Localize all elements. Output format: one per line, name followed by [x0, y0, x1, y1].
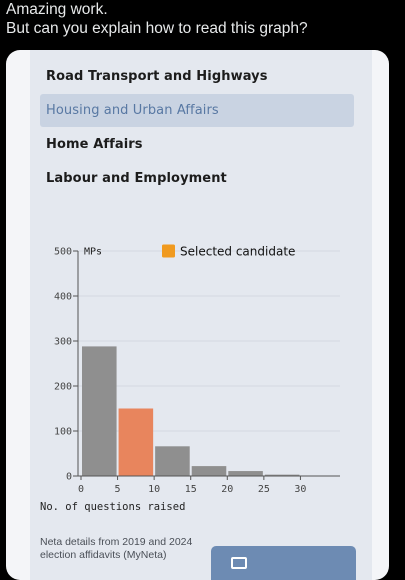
- footer-button[interactable]: [211, 546, 356, 580]
- x-tick-label: 0: [78, 484, 84, 495]
- x-tick-label: 5: [115, 484, 121, 495]
- tweet-text: Amazing work. But can you explain how to…: [6, 0, 308, 38]
- y-tick-label: 400: [54, 292, 72, 303]
- x-tick-label: 15: [185, 484, 197, 495]
- y-tick-label: 0: [66, 472, 72, 483]
- tweet-line-1: Amazing work.: [6, 0, 308, 19]
- y-tick-label: 500: [54, 247, 72, 258]
- y-tick-label: 100: [54, 427, 72, 438]
- footer-note-line-2: election affidavits (MyNeta): [40, 549, 192, 562]
- embedded-screenshot-card[interactable]: Road Transport and Highways Housing and …: [6, 50, 389, 580]
- menu-item-home-affairs[interactable]: Home Affairs: [40, 128, 354, 161]
- y-tick-label: 300: [54, 337, 72, 348]
- y-tick-label: 200: [54, 382, 72, 393]
- histogram-bar: [192, 466, 227, 476]
- card-icon: [231, 557, 247, 569]
- legend-swatch: [162, 245, 175, 258]
- histogram-bar: [82, 346, 117, 476]
- x-tick-label: 20: [221, 484, 233, 495]
- menu-item-labour-employment[interactable]: Labour and Employment: [40, 162, 354, 195]
- menu-item-housing-urban-affairs[interactable]: Housing and Urban Affairs: [40, 94, 354, 127]
- y-axis-label: MPs: [84, 247, 102, 258]
- x-tick-label: 30: [294, 484, 306, 495]
- footer-note-line-1: Neta details from 2019 and 2024: [40, 536, 192, 549]
- x-axis-label: No. of questions raised: [40, 501, 185, 513]
- footer-note: Neta details from 2019 and 2024 election…: [40, 536, 192, 562]
- x-tick-label: 25: [258, 484, 270, 495]
- histogram-bar: [228, 471, 263, 476]
- histogram-bar: [155, 446, 190, 476]
- histogram-bar-selected: [119, 409, 154, 477]
- menu-item-road-transport[interactable]: Road Transport and Highways: [40, 60, 354, 93]
- tweet-line-2: But can you explain how to read this gra…: [6, 19, 308, 38]
- x-tick-label: 10: [148, 484, 160, 495]
- legend-label: Selected candidate: [180, 245, 295, 259]
- histogram-chart: 0 100 200 300 400 500 0 5 10 15 20 25 30 No. of quest…: [40, 236, 340, 526]
